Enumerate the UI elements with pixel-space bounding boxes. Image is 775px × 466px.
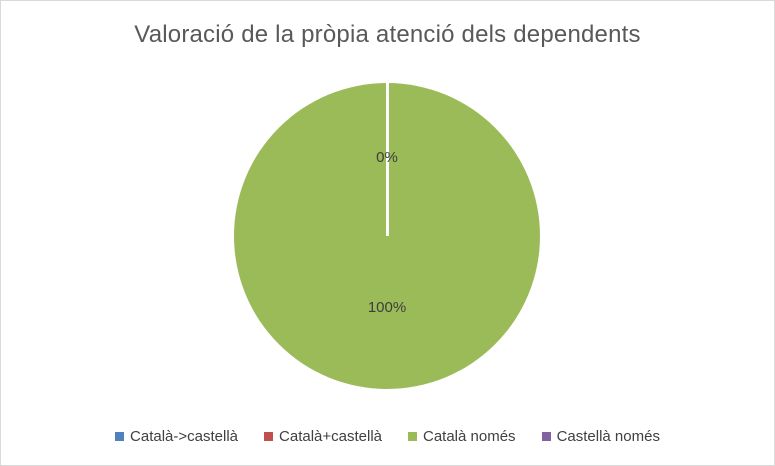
legend-item-catala-to-castella: Català->castellà [115,428,238,445]
legend-item-castella-nomes: Castellà només [541,428,660,445]
legend-swatch-green-icon [408,432,417,441]
legend-label: Castellà només [556,428,660,445]
legend-swatch-red-icon [264,432,274,441]
legend-label: Català només [423,428,516,445]
chart-title: Valoració de la pròpia atenció dels depe… [134,21,641,48]
data-label-hundred-percent: 100% [367,299,407,316]
legend-label: Català->castellà [130,428,239,445]
data-label-zero-percent: 0% [376,149,398,166]
legend-label: Català+castellà [279,428,382,445]
legend-swatch-blue-icon [115,432,125,441]
legend-item-catala-plus-castella: Català+castellà [264,428,382,445]
pie: 0% 100% [234,83,540,389]
legend-swatch-purple-icon [541,432,551,441]
slice-divider-line [385,83,389,236]
legend-item-catala-nomes: Català només [408,428,516,445]
legend: Català->castellà Català+castellà Català … [1,428,774,445]
